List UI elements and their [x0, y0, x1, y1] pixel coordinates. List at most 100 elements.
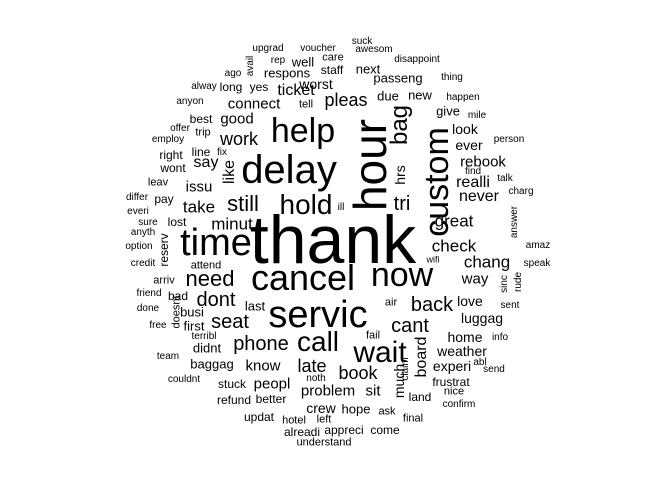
cloud-word-experi: experi [432, 358, 472, 374]
cloud-word-hrs: hrs [392, 165, 408, 185]
cloud-word-board: board [413, 336, 430, 378]
cloud-word-respons: respons [263, 65, 311, 81]
cloud-word-ago: ago [224, 68, 242, 79]
cloud-word-need: need [185, 266, 235, 291]
cloud-word-ticket: ticket [277, 82, 315, 99]
cloud-word-find: find [464, 166, 482, 177]
cloud-word-baggag: baggag [190, 356, 234, 372]
cloud-word-final: final [402, 412, 424, 425]
cloud-word-love: love [457, 293, 483, 309]
cloud-word-chang: chang [463, 252, 511, 272]
cloud-word-come: come [370, 423, 400, 437]
cloud-word-air: air [384, 296, 398, 309]
cloud-word-team: team [156, 351, 180, 362]
cloud-word-cancel: cancel [250, 257, 356, 298]
cloud-word-frustrat: frustrat [432, 375, 470, 389]
cloud-word-work: work [219, 129, 259, 149]
cloud-word-wifi: wifi [426, 254, 440, 265]
cloud-word-understand: understand [296, 436, 352, 449]
cloud-word-cant: cant [391, 315, 429, 337]
cloud-word-awesom: awesom [355, 44, 393, 55]
cloud-word-updat: updat [243, 410, 275, 424]
cloud-word-now: now [370, 256, 434, 294]
cloud-word-trip: trip [195, 126, 211, 139]
cloud-word-disappoint: disappoint [394, 54, 440, 65]
cloud-word-well: well [291, 54, 315, 70]
cloud-word-refund: refund [216, 393, 252, 407]
cloud-word-sinc: sinc [499, 275, 510, 293]
cloud-word-great: great [434, 211, 474, 231]
cloud-word-alway: alway [191, 81, 217, 92]
cloud-word-look: look [452, 121, 478, 137]
cloud-word-offer: offer [170, 123, 190, 134]
cloud-word-talk: talk [497, 173, 513, 184]
cloud-word-luggag: luggag [460, 310, 504, 326]
cloud-word-connect: connect [227, 95, 281, 113]
cloud-word-bag: bag [386, 104, 413, 146]
cloud-word-sit: sit [365, 382, 381, 400]
cloud-word-rude: rude [513, 271, 524, 293]
cloud-word-abl: abl [473, 357, 487, 368]
cloud-word-book: book [338, 363, 378, 383]
cloud-word-late: late [297, 356, 327, 376]
cloud-word-appreci: appreci [324, 423, 364, 437]
cloud-word-amaz: amaz [525, 240, 551, 251]
cloud-word-weather: weather [437, 343, 487, 359]
cloud-word-left: left [316, 413, 332, 426]
cloud-word-everi: everi [127, 206, 149, 217]
cloud-word-time: time [180, 222, 252, 264]
cloud-word-fail: fail [365, 329, 381, 342]
cloud-word-dont: dont [196, 289, 236, 311]
cloud-word-peopl: peopl [253, 375, 291, 393]
cloud-word-person: person [493, 134, 525, 145]
cloud-word-tri: tri [393, 193, 411, 215]
cloud-word-staff: staff [320, 63, 344, 77]
cloud-word-last: last [244, 298, 266, 314]
cloud-word-phone: phone [233, 333, 289, 355]
cloud-word-employ: employ [151, 134, 185, 145]
cloud-word-know: know [245, 357, 281, 375]
cloud-word-reserv: reserv [157, 233, 171, 267]
cloud-word-free: free [149, 320, 167, 331]
cloud-word-friend: friend [136, 288, 162, 299]
cloud-word-never: never [458, 188, 500, 205]
cloud-word-stuck: stuck [217, 377, 247, 391]
cloud-word-voucher: voucher [300, 43, 336, 54]
cloud-word-best: best [189, 112, 213, 126]
cloud-word-hope: hope [341, 401, 371, 417]
cloud-word-anyth: anyth [130, 227, 156, 238]
cloud-word-hold: hold [279, 189, 333, 220]
cloud-word-line: line [191, 145, 211, 159]
cloud-word-help: help [270, 112, 336, 150]
cloud-word-new: new [408, 87, 432, 103]
cloud-word-next: next [355, 61, 381, 77]
cloud-word-thank: thank [249, 202, 417, 278]
cloud-word-delay: delay [241, 148, 337, 192]
cloud-word-still: still [227, 191, 259, 216]
cloud-word-suck: suck [351, 36, 373, 47]
cloud-word-better: better [255, 392, 287, 406]
cloud-word-like: like [221, 159, 238, 185]
cloud-word-answer: answer [509, 205, 520, 239]
cloud-word-happen: happen [446, 92, 480, 103]
cloud-word-due: due [377, 88, 399, 104]
cloud-word-pay: pay [154, 192, 174, 206]
cloud-word-wait: wait [353, 336, 407, 369]
cloud-word-long: long [219, 80, 243, 94]
cloud-word-sent: sent [500, 300, 520, 311]
cloud-word-option: option [125, 241, 153, 252]
cloud-word-done: done [136, 303, 160, 314]
cloud-word-home: home [447, 329, 483, 345]
cloud-word-right: right [159, 148, 183, 162]
cloud-word-nice: nice [443, 385, 465, 398]
cloud-word-mile: mile [467, 110, 487, 121]
cloud-word-give: give [436, 103, 460, 119]
cloud-word-couldnt: couldnt [167, 374, 201, 385]
cloud-word-credit: credit [130, 258, 156, 269]
cloud-word-differ: differ [125, 192, 149, 203]
cloud-word-claim: claim [400, 357, 411, 381]
cloud-word-seat: seat [211, 311, 249, 333]
cloud-word-care: care [322, 51, 344, 64]
cloud-word-speak: speak [523, 258, 551, 269]
